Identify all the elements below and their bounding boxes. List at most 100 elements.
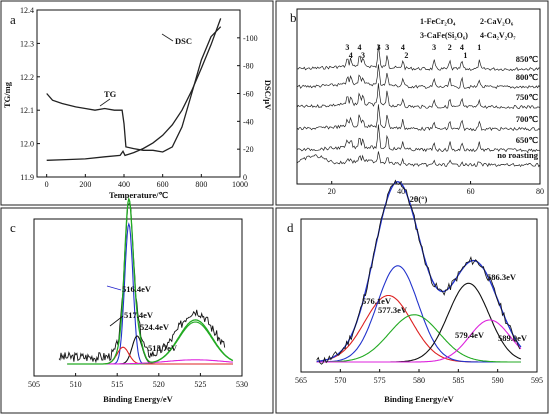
panel-c-xtick-label: 530 <box>236 380 248 389</box>
panel-b-series-label: no roasting <box>497 150 538 160</box>
panel-d-annotation: 577.3eV <box>378 305 408 315</box>
panel-b-peak-label: 2 <box>404 51 408 60</box>
panel-c-xtick-label: 520 <box>153 380 165 389</box>
panel-d-annotation: 576.1eV <box>362 296 392 306</box>
panel-a-ytick-right-label: -40 <box>243 117 254 126</box>
panel-b-legend-2: 2-CaV₂O₆ <box>480 17 514 26</box>
panel-b-xtick-label: 80 <box>536 187 544 196</box>
panel-d-component <box>316 265 521 363</box>
panel-b-xtick-label: 20 <box>328 187 336 196</box>
panel-d-xlabel: Binding Energy/eV <box>384 394 455 404</box>
panel-b-xtick-label: 60 <box>467 187 475 196</box>
panel-a-ytick-left-label: 11.9 <box>20 173 34 182</box>
panel-a-ytick-right-label: -100 <box>243 34 258 43</box>
panel-b-pattern <box>296 83 541 110</box>
panel-a-xtick-label: 200 <box>79 180 91 189</box>
panel-b-peak-label: 3 <box>361 51 365 60</box>
panel-c-letter: c <box>10 220 16 235</box>
panel-a-xlabel: Temperature/℃ <box>109 190 169 200</box>
panel-d-xtick-label: 570 <box>334 376 346 385</box>
panel-c-annotation: 524.4eV <box>140 322 170 332</box>
panel-c-xtick-label: 515 <box>111 380 123 389</box>
panel-d-xtick-label: 565 <box>295 376 307 385</box>
panel-a-xtick-label: 0 <box>45 180 49 189</box>
panel-a-ylabel-left: TG/mg <box>2 81 12 108</box>
panel-d-component <box>316 314 521 363</box>
panel-d-annotation: 579.4eV <box>455 330 485 340</box>
panel-b-series-label: 850℃ <box>516 54 539 64</box>
panel-d-annotation: 589.0eV <box>498 333 528 343</box>
panel-c-xlabel: Binding Energy/eV <box>103 394 174 404</box>
panel-a-tg-pointer <box>99 98 111 107</box>
panel-b-peak-label: 3 <box>345 43 349 52</box>
panel-b-peak-label: 4 <box>349 51 353 60</box>
panel-c-annotation: 517.4eV <box>124 310 154 320</box>
panel-a-ytick-left-label: 12.1 <box>20 106 34 115</box>
panel-b-legend-3: 3-CaFe(Si₂O₆) <box>420 31 468 40</box>
panel-a-xtick-label: 400 <box>118 180 130 189</box>
panel-d-plot-area <box>300 218 538 373</box>
panel-a-tg-label: TG <box>104 89 117 99</box>
panel-a-ytick-right-label: -80 <box>243 62 254 71</box>
panel-b-series-label: 800℃ <box>516 72 539 82</box>
panel-c-annotation: 515.7eV <box>148 343 178 353</box>
panel-b-pattern <box>296 64 541 90</box>
panel-a-ytick-left-label: 12.0 <box>20 140 34 149</box>
panel-b-chart: 20 40 60 80 2θ(°) 1-FeCr₂O₄ 2-CaV₂O₆ 3-CaFe(Si₂… <box>296 8 544 204</box>
panel-a-chart: 0 200 400 600 800 1000 11.9 12.0 12.1 12.2 12.3 12.… <box>2 6 273 200</box>
panel-c-pointer <box>109 315 124 327</box>
panel-c-xtick-label: 505 <box>28 380 40 389</box>
panel-d-chart: 565 570 575 580 585 590 595 Binding Energy/eV 58… <box>295 179 543 404</box>
panel-b-series-label: 650℃ <box>516 135 539 145</box>
panel-a-ytick-right-label: 0 <box>243 173 247 182</box>
panel-b-plot-area <box>296 8 541 185</box>
panel-b-xtick-label: 40 <box>397 187 405 196</box>
panel-b-letter: b <box>290 10 297 25</box>
panel-b-peak-label: 3 <box>385 43 389 52</box>
panel-a-dsc-pointer <box>161 33 174 42</box>
panel-a-ytick-right-label: -60 <box>243 90 254 99</box>
panel-c-plot-area <box>33 218 243 377</box>
panel-b-peak-label: 2 <box>448 43 452 52</box>
panel-b-series-label: 700℃ <box>516 114 539 124</box>
panel-a-dsc-label: DSC <box>175 36 192 46</box>
panel-a-ylabel-right: DSC/μV <box>263 80 273 111</box>
panel-b-frame <box>275 0 549 206</box>
panel-b-peak-label: 4 <box>401 43 405 52</box>
panel-a-letter: a <box>10 12 16 27</box>
panel-c-xtick-label: 510 <box>70 380 82 389</box>
panel-a-frame <box>0 0 274 206</box>
panel-d-annotation: 586.3eV <box>487 272 517 282</box>
panel-b-peak-label: 3 <box>432 43 436 52</box>
panel-d-xtick-label: 595 <box>531 376 543 385</box>
panel-a-xtick-label: 800 <box>195 180 207 189</box>
panel-a-dsc-line <box>46 18 222 161</box>
panel-c-measured <box>58 202 226 364</box>
panel-b-legend-4: 4-Ca₂V₂O₇ <box>480 31 516 40</box>
panel-a-xtick-label: 1000 <box>232 180 248 189</box>
panel-d-xtick-label: 585 <box>452 376 464 385</box>
panel-b-pattern <box>296 124 541 153</box>
panel-d-xtick-label: 580 <box>413 376 425 385</box>
panel-b-legend-1: 1-FeCr₂O₄ <box>420 17 456 26</box>
panel-d-xtick-label: 575 <box>374 376 386 385</box>
panel-a-ytick-right-label: -20 <box>243 145 254 154</box>
panel-a-plot-area <box>36 9 241 178</box>
panel-a-ytick-left-label: 12.2 <box>20 73 34 82</box>
panel-a-tg-line <box>46 26 222 153</box>
panel-c-chart: 505 510 515 520 525 530 Binding Energy/eV 516.4… <box>28 196 248 404</box>
panel-b-peak-label: 1 <box>477 43 481 52</box>
panel-c-envelope <box>67 196 234 365</box>
panel-a-xtick-label: 600 <box>157 180 169 189</box>
panel-b-pattern <box>296 151 541 168</box>
panel-d-letter: d <box>287 220 294 235</box>
panel-a-ytick-left-label: 12.4 <box>20 6 34 15</box>
panel-d-component <box>316 282 522 363</box>
panel-b-peak-label: 4 <box>460 43 464 52</box>
panel-d-component <box>316 319 522 363</box>
panel-b-pattern <box>296 104 541 132</box>
panel-d-measured <box>316 179 521 365</box>
panel-b-peak-label: 4 <box>357 43 361 52</box>
panel-b-series-label: 750℃ <box>516 92 539 102</box>
